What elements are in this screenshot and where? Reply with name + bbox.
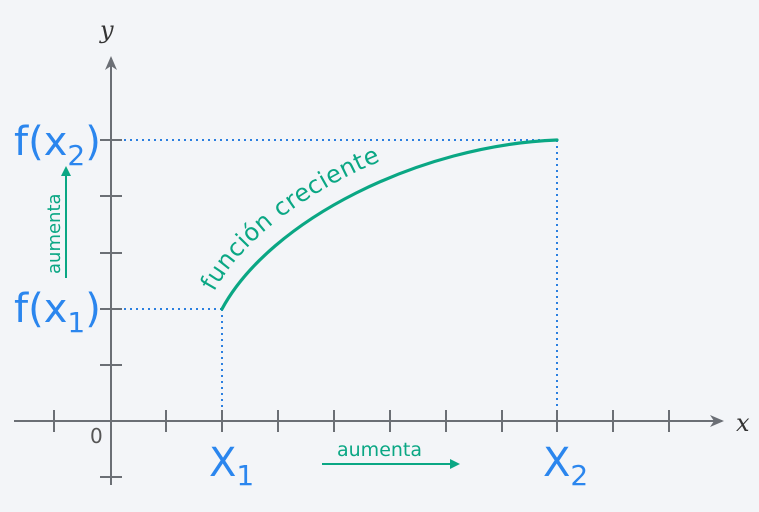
y-increase-label: aumenta (44, 193, 65, 274)
fx1-label: f(x1) (14, 286, 101, 339)
fx2-label-sub: 2 (67, 139, 85, 172)
fx1-label-f: f(x (14, 286, 67, 332)
x2-label: X2 (543, 440, 588, 492)
x1-label-sub: 1 (236, 459, 254, 492)
x-axis-ticks (53, 410, 670, 432)
x-axis-name: x (736, 409, 750, 437)
x2-label-sub: 2 (570, 459, 588, 492)
guide-lines (112, 139, 558, 420)
fx2-label-f: f(x (14, 119, 67, 165)
increasing-curve (220, 138, 559, 311)
x1-label-letter: X (209, 440, 236, 486)
fx2-label: f(x2) (14, 119, 101, 172)
y-axis-name: y (99, 16, 114, 44)
curve-label: función creciente (195, 141, 384, 295)
x1-label: X1 (209, 440, 254, 492)
x-increase-label: aumenta (337, 439, 422, 461)
fx1-label-sub: 1 (67, 306, 85, 339)
origin-label: 0 (90, 424, 103, 448)
fx1-label-close: ) (85, 286, 101, 332)
curve-label-text: función creciente (195, 141, 383, 295)
y-increase-annotation: aumenta (44, 166, 71, 278)
x-increase-annotation: aumenta (322, 439, 460, 469)
x2-label-letter: X (543, 440, 570, 486)
fx2-label-close: ) (85, 119, 101, 165)
y-axis-ticks (100, 139, 122, 478)
